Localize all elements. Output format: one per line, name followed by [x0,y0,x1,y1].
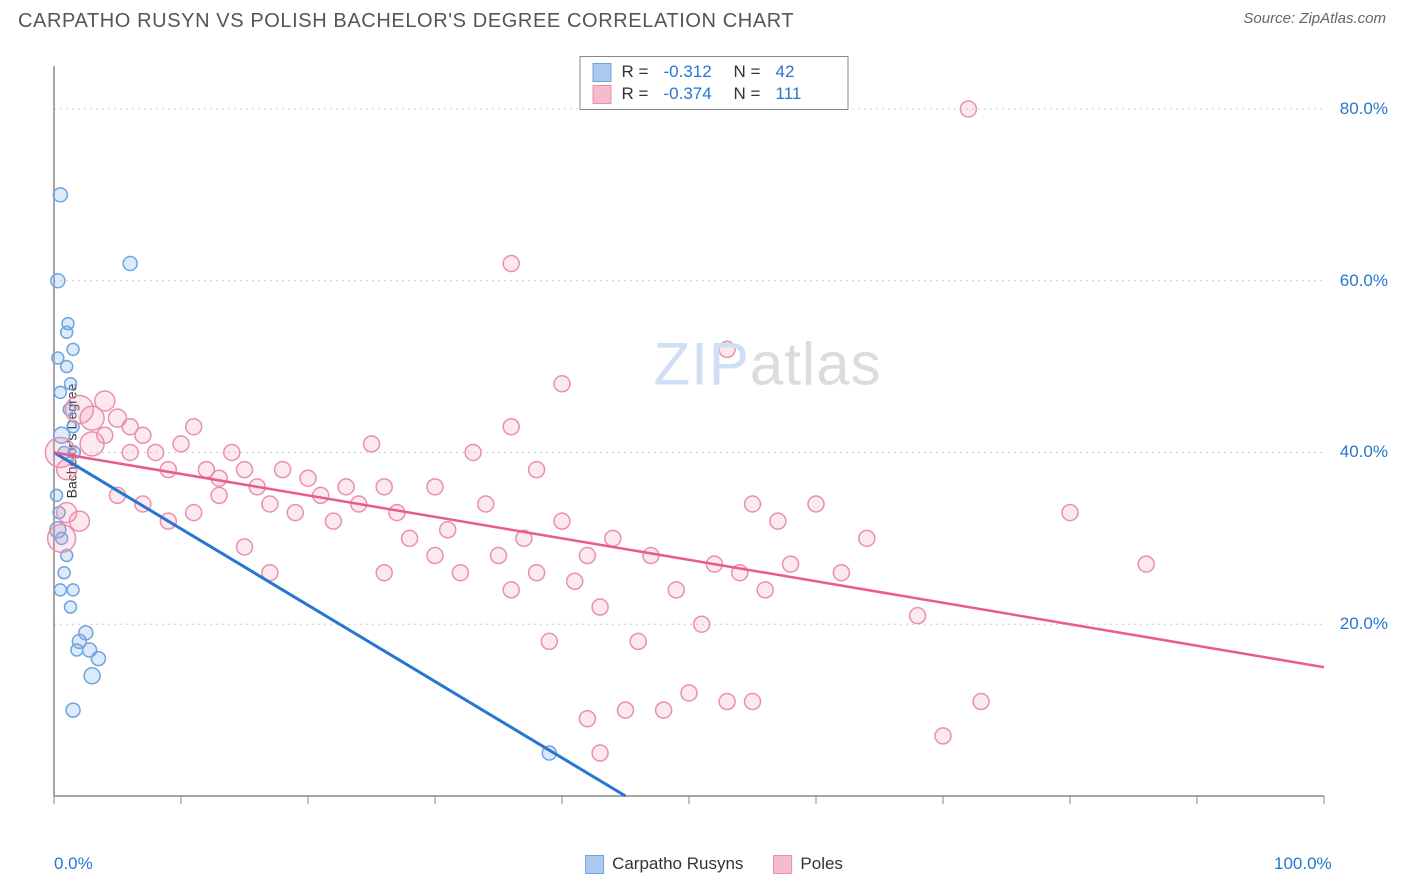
regression-legend: R = -0.312 N = 42 R = -0.374 N = 111 [580,56,849,110]
chart-area: Bachelor's Degree ZIPatlas R = -0.312 N … [44,56,1384,826]
r-label: R = [622,84,654,104]
legend-swatch [585,855,604,874]
y-tick-label: 80.0% [1340,99,1388,119]
y-tick-label: 20.0% [1340,614,1388,634]
y-tick-label: 40.0% [1340,442,1388,462]
r-label: R = [622,62,654,82]
legend-item: Poles [773,854,843,874]
regression-row: R = -0.374 N = 111 [593,83,836,105]
series-legend: Carpatho Rusyns Poles [585,854,843,874]
legend-label: Carpatho Rusyns [612,854,743,874]
n-label: N = [734,62,766,82]
source-prefix: Source: [1243,10,1299,27]
legend-label: Poles [800,854,843,874]
legend-item: Carpatho Rusyns [585,854,743,874]
source-link[interactable]: ZipAtlas.com [1299,10,1386,27]
n-label: N = [734,84,766,104]
legend-swatch [773,855,792,874]
x-tick-label: 100.0% [1274,854,1332,874]
r-value: -0.374 [664,84,724,104]
y-tick-label: 60.0% [1340,271,1388,291]
source-label: Source: ZipAtlas.com [1243,10,1386,27]
r-value: -0.312 [664,62,724,82]
legend-swatch [593,85,612,104]
n-value: 42 [776,62,836,82]
legend-swatch [593,63,612,82]
chart-title: CARPATHO RUSYN VS POLISH BACHELOR'S DEGR… [18,10,794,33]
x-tick-label: 0.0% [54,854,93,874]
n-value: 111 [776,84,836,104]
scatter-chart [44,56,1384,826]
regression-row: R = -0.312 N = 42 [593,61,836,83]
